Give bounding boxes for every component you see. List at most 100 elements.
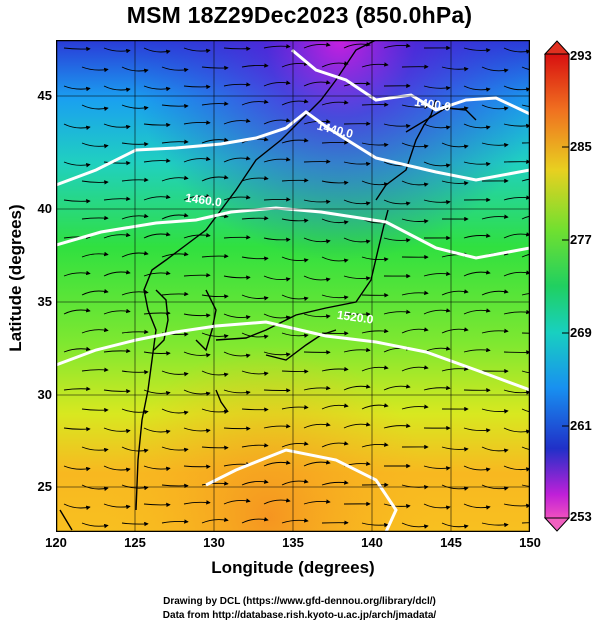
streamline xyxy=(263,197,291,202)
streamline xyxy=(343,161,371,167)
streamline xyxy=(383,199,411,206)
x-tick-label: 145 xyxy=(440,535,462,550)
streamline xyxy=(183,120,211,125)
streamline xyxy=(121,521,149,527)
streamline xyxy=(223,118,251,125)
streamline xyxy=(361,442,389,448)
streamline xyxy=(183,272,211,278)
streamline xyxy=(361,180,389,187)
streamline xyxy=(81,180,109,185)
streamline xyxy=(201,517,229,524)
streamline xyxy=(343,347,371,353)
streamline xyxy=(223,46,251,52)
streamline xyxy=(201,370,229,377)
streamline xyxy=(481,104,509,111)
streamline xyxy=(303,385,331,391)
streamline xyxy=(161,139,189,144)
streamline xyxy=(241,479,269,486)
streamline xyxy=(103,232,131,239)
x-tick-label: 125 xyxy=(124,535,146,550)
streamline xyxy=(481,289,509,296)
streamline xyxy=(121,446,149,453)
streamline xyxy=(481,408,509,414)
streamline xyxy=(121,289,149,296)
colorbar-gradient xyxy=(544,53,570,519)
streamline xyxy=(383,423,411,429)
streamline xyxy=(223,313,251,320)
streamline xyxy=(343,237,371,244)
streamline xyxy=(201,481,229,486)
streamline xyxy=(303,313,331,319)
streamline xyxy=(263,423,291,429)
streamline xyxy=(481,66,509,73)
streamline xyxy=(63,308,91,315)
streamline xyxy=(383,503,411,509)
streamline xyxy=(281,178,309,183)
streamline xyxy=(441,446,469,452)
streamline xyxy=(361,142,389,148)
streamline xyxy=(503,270,530,277)
streamline xyxy=(441,327,469,334)
streamline xyxy=(321,480,349,486)
streamline xyxy=(143,351,171,356)
streamline xyxy=(143,85,171,92)
streamline xyxy=(81,484,109,491)
streamline xyxy=(81,407,109,413)
streamline xyxy=(63,465,91,472)
streamline xyxy=(441,142,469,149)
streamline xyxy=(281,218,309,223)
streamline xyxy=(321,441,349,448)
streamline xyxy=(161,291,189,297)
streamline xyxy=(423,161,451,168)
streamline xyxy=(241,407,269,412)
streamline xyxy=(63,270,91,277)
streamline xyxy=(81,367,109,373)
streamline xyxy=(223,82,251,87)
streamline xyxy=(303,80,331,87)
streamline xyxy=(63,386,91,392)
contour-label: 1400.0 xyxy=(413,95,452,114)
colorbar-tick-label: 261 xyxy=(570,418,592,433)
streamline xyxy=(161,175,189,182)
credit-line-data: Data from http://database.rish.kyoto-u.a… xyxy=(162,610,437,621)
streamline xyxy=(161,66,189,73)
streamline xyxy=(143,502,171,508)
streamline xyxy=(103,85,131,92)
streamline xyxy=(121,369,149,375)
streamline xyxy=(321,256,349,263)
streamline xyxy=(321,140,349,145)
streamline xyxy=(441,66,469,72)
streamline xyxy=(81,289,109,296)
chart-title: MSM 18Z29Dec2023 (850.0hPa) xyxy=(126,2,473,28)
streamline xyxy=(281,294,309,301)
streamline xyxy=(81,446,109,453)
streamline xyxy=(481,484,509,491)
streamline xyxy=(281,61,309,68)
streamline xyxy=(481,142,509,148)
streamline xyxy=(223,275,251,280)
streamline xyxy=(361,365,389,372)
streamline xyxy=(263,498,291,505)
streamline xyxy=(63,199,91,204)
streamline xyxy=(241,443,269,448)
streamline xyxy=(143,47,171,54)
grid-lines xyxy=(56,40,530,532)
streamline xyxy=(161,213,189,220)
streamline xyxy=(241,256,269,261)
streamline xyxy=(463,503,491,510)
streamline xyxy=(161,103,189,109)
streamline xyxy=(183,156,211,163)
streamline xyxy=(161,370,189,377)
streamline xyxy=(223,389,251,395)
streamline xyxy=(343,422,371,429)
streamline xyxy=(81,327,109,334)
streamline xyxy=(281,479,309,486)
streamline xyxy=(463,85,491,92)
streamline xyxy=(343,275,371,281)
streamline xyxy=(63,85,91,92)
streamline xyxy=(321,100,349,106)
streamline xyxy=(143,465,171,472)
streamline xyxy=(281,441,309,448)
streamline xyxy=(303,422,331,429)
